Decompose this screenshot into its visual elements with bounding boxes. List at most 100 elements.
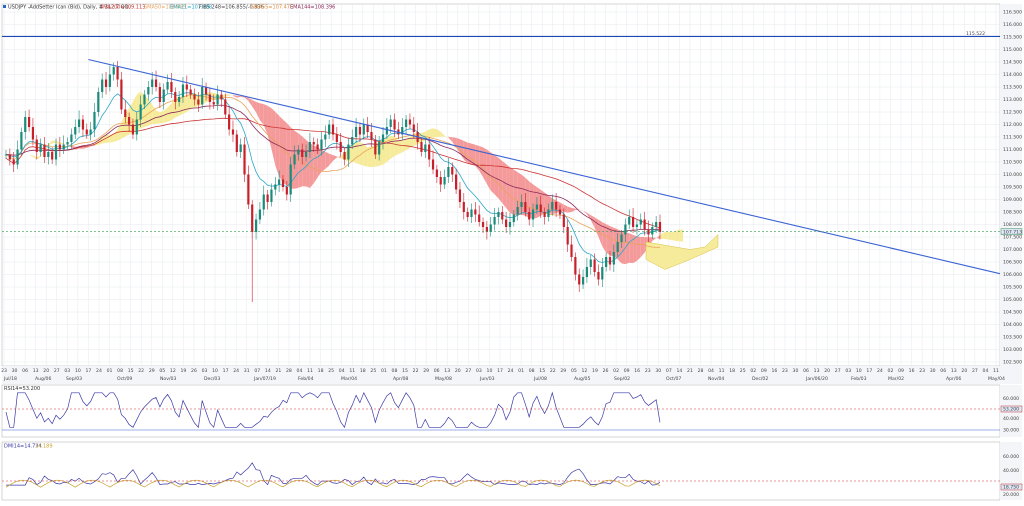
ichimoku-cloud [29, 91, 719, 270]
candle-body [424, 144, 427, 152]
cloud-segment [579, 209, 584, 211]
candle-body [447, 167, 450, 177]
rsi-pane[interactable] [1, 384, 1001, 438]
time-tick: 16 [909, 368, 915, 374]
candle-body [54, 144, 58, 160]
candle-body [85, 129, 88, 135]
cloud-segment [598, 219, 603, 247]
price-tick: 106.000 [1003, 272, 1022, 278]
candle-body [439, 177, 442, 185]
candle-body [197, 99, 200, 105]
time-tick: 16 [771, 368, 777, 374]
candle-body [308, 142, 312, 152]
time-tick: 04 [297, 368, 303, 374]
candle-body [216, 94, 219, 105]
time-tick: 25 [328, 368, 334, 374]
month-label: Mar/04 [341, 376, 357, 382]
time-tick: 03 [476, 368, 482, 374]
candle-body [262, 194, 265, 210]
candle-body [378, 142, 381, 155]
rsi-tick-60: 60.000 [1003, 396, 1019, 402]
cloud-segment [513, 169, 518, 216]
candle-body [624, 224, 627, 235]
candle-body [655, 222, 658, 227]
candle-body [316, 144, 319, 150]
dmi-tick-20: 20.000 [1003, 492, 1019, 498]
cloud-segment [367, 146, 372, 168]
month-label: Jan/06/20 [805, 376, 828, 382]
candle-body [608, 257, 612, 265]
time-tick: 21 [687, 368, 693, 374]
time-tick: 04 [339, 368, 345, 374]
candle-body [270, 189, 273, 202]
dmi-lines [5, 462, 661, 488]
indicator-sma50: SMA50=108.693 [144, 5, 186, 11]
candle-body [470, 209, 473, 217]
price-tick: 115.000 [1003, 47, 1022, 53]
trend-line[interactable] [88, 58, 1001, 275]
candle-body [643, 219, 646, 230]
dmi-pane[interactable] [1, 441, 1001, 501]
time-tick: 08 [529, 368, 535, 374]
candle-body [620, 234, 623, 242]
cloud-segment [225, 94, 230, 97]
candle-body [354, 127, 358, 137]
cloud-segment [86, 146, 91, 148]
candle-body [131, 124, 135, 135]
time-tick: 19 [180, 368, 186, 374]
time-axis[interactable] [2, 366, 1022, 384]
candle-body [58, 144, 61, 150]
candle-body [335, 134, 338, 142]
candle-body [201, 87, 204, 105]
candle-body [301, 149, 304, 157]
time-tick: 09 [898, 368, 904, 374]
cloud-segment [182, 95, 187, 114]
candle-body [524, 202, 527, 212]
candle-body [208, 94, 211, 102]
time-tick: 19 [592, 368, 598, 374]
cloud-segment [56, 140, 60, 144]
price-axis[interactable] [1000, 4, 1022, 366]
month-label: Dec/03 [204, 376, 220, 382]
candle-body [339, 142, 342, 152]
candle-body [328, 124, 331, 135]
month-label: Apr/06 [946, 376, 961, 382]
cloud-segment [321, 149, 326, 172]
time-tick: 29 [149, 368, 155, 374]
candle-body [16, 149, 19, 165]
candle-body [120, 79, 123, 110]
time-tick: 03 [202, 368, 208, 374]
candle-body [485, 227, 488, 232]
cloud-segment [186, 93, 191, 112]
rsi-tick-30: 30.000 [1003, 428, 1019, 434]
cloud-segment [282, 119, 287, 186]
cloud-segment [506, 164, 510, 213]
candle-body [154, 79, 158, 87]
cloud-segment [363, 144, 368, 167]
rsi-line [5, 391, 661, 429]
candle-body [124, 109, 127, 117]
time-tick: 02 [750, 368, 756, 374]
candle-body [455, 174, 458, 190]
candle-body [254, 219, 258, 232]
month-label: Dec/02 [752, 376, 768, 382]
candle-body [312, 142, 315, 145]
time-tick: 01 [381, 368, 387, 374]
candle-body [289, 164, 292, 195]
candle-body [258, 209, 262, 220]
month-label: Mar/02 [888, 376, 904, 382]
cloud-segment [671, 231, 676, 241]
cloud-segment [663, 231, 668, 240]
price-tick: 108.500 [1003, 210, 1022, 216]
dmi-tick-40: 40.000 [1003, 468, 1019, 474]
candle-body [162, 89, 165, 102]
time-tick: 22 [138, 368, 144, 374]
candle-body [647, 229, 650, 235]
time-tick: 22 [550, 368, 556, 374]
price-tick: 107.000 [1003, 247, 1022, 253]
month-label: May/08 [435, 376, 452, 382]
candle-body [43, 144, 46, 157]
cloud-segment [90, 144, 95, 147]
candle-body [420, 142, 423, 152]
